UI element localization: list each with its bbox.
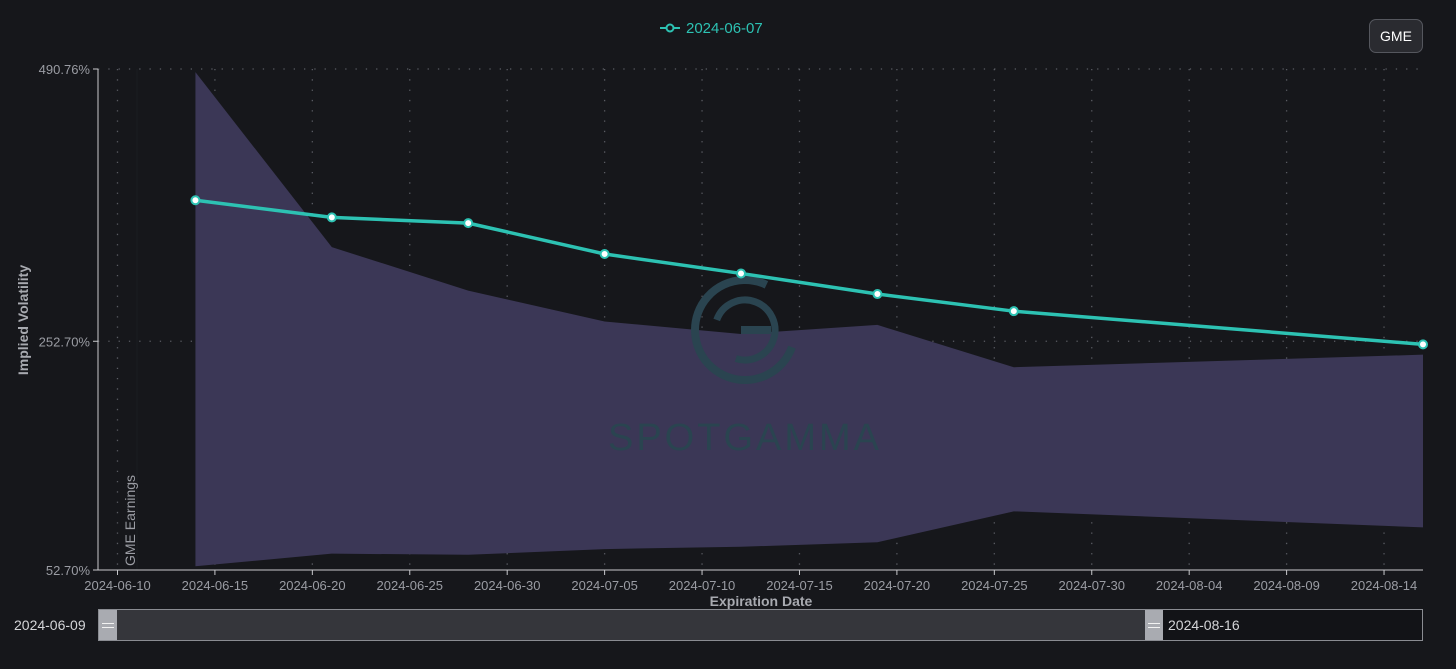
data-point (463, 218, 474, 229)
x-tick-label: 2024-06-10 (84, 578, 151, 593)
y-tick-label: 52.70% (46, 563, 91, 578)
spotgamma-watermark: SPOTGAMMA (608, 276, 882, 459)
legend-item-2024-06-07[interactable]: 2024-06-07 (660, 18, 763, 38)
grid-lines (98, 68, 1423, 570)
data-point (599, 249, 610, 260)
x-tick-label: 2024-06-30 (474, 578, 541, 593)
data-point (872, 289, 883, 300)
ticker-button[interactable]: GME (1369, 19, 1423, 53)
data-point (1418, 339, 1428, 350)
x-tick-label: 2024-06-25 (377, 578, 444, 593)
slider-handle-start[interactable] (99, 610, 117, 640)
data-point (326, 212, 337, 223)
data-point (190, 195, 201, 206)
x-tick-label: 2024-07-15 (766, 578, 833, 593)
x-tick-label: 2024-06-20 (279, 578, 346, 593)
legend-label: 2024-06-07 (686, 19, 763, 37)
x-tick-label: 2024-08-14 (1351, 578, 1418, 593)
earnings-annotation-label: GME Earnings (122, 475, 138, 566)
spotgamma-logo-bar (741, 326, 771, 334)
x-tick-label: 2024-07-25 (961, 578, 1028, 593)
data-point (1008, 306, 1019, 317)
circle-line-marker-icon (660, 23, 680, 33)
x-tick-label: 2024-07-20 (864, 578, 931, 593)
x-tick-label: 2024-07-05 (571, 578, 638, 593)
y-tick-label: 490.76% (39, 62, 91, 77)
x-axis-title: Expiration Date (710, 593, 813, 609)
slider-start-label: 2024-06-09 (14, 617, 86, 633)
x-tick-label: 2024-07-30 (1059, 578, 1126, 593)
x-tick-label: 2024-07-10 (669, 578, 736, 593)
date-range-slider[interactable] (98, 609, 1423, 641)
axes: 2024-06-10 2024-06-15 2024-06-20 2024-06-25… (39, 62, 1423, 593)
series-line-layer (190, 195, 1428, 350)
y-tick-label: 252.70% (39, 334, 91, 349)
iv-range-band (195, 72, 1423, 567)
x-tick-label: 2024-08-09 (1253, 578, 1320, 593)
x-tick-label: 2024-08-04 (1156, 578, 1223, 593)
spotgamma-logo-inner (711, 296, 779, 364)
y-axis-title: Implied Volatility (15, 265, 31, 375)
slider-selected-range[interactable] (117, 610, 1145, 640)
spotgamma-watermark-text: SPOTGAMMA (608, 417, 882, 459)
spotgamma-logo-icon (691, 276, 799, 384)
iv-band-area (195, 72, 1423, 567)
earnings-annotation: GME Earnings (122, 69, 138, 570)
data-point (736, 268, 747, 279)
slider-end-label: 2024-08-16 (1168, 617, 1240, 633)
slider-handle-end[interactable] (1145, 610, 1163, 640)
x-tick-label: 2024-06-15 (182, 578, 249, 593)
series-line-2024-06-07 (195, 198, 1424, 347)
